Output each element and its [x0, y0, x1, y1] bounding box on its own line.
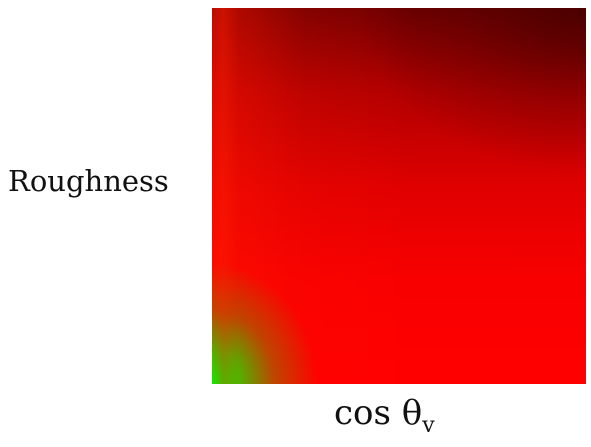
- heatmap-gradient-green: [212, 8, 586, 384]
- x-axis-label-subscript: v: [422, 413, 435, 438]
- y-axis-label: Roughness: [8, 164, 169, 198]
- heatmap-gradient-streak: [212, 8, 586, 384]
- heatmap-plot: [212, 8, 586, 384]
- x-axis-label: cos θv: [334, 393, 435, 438]
- x-axis-label-main: cos θ: [334, 393, 423, 433]
